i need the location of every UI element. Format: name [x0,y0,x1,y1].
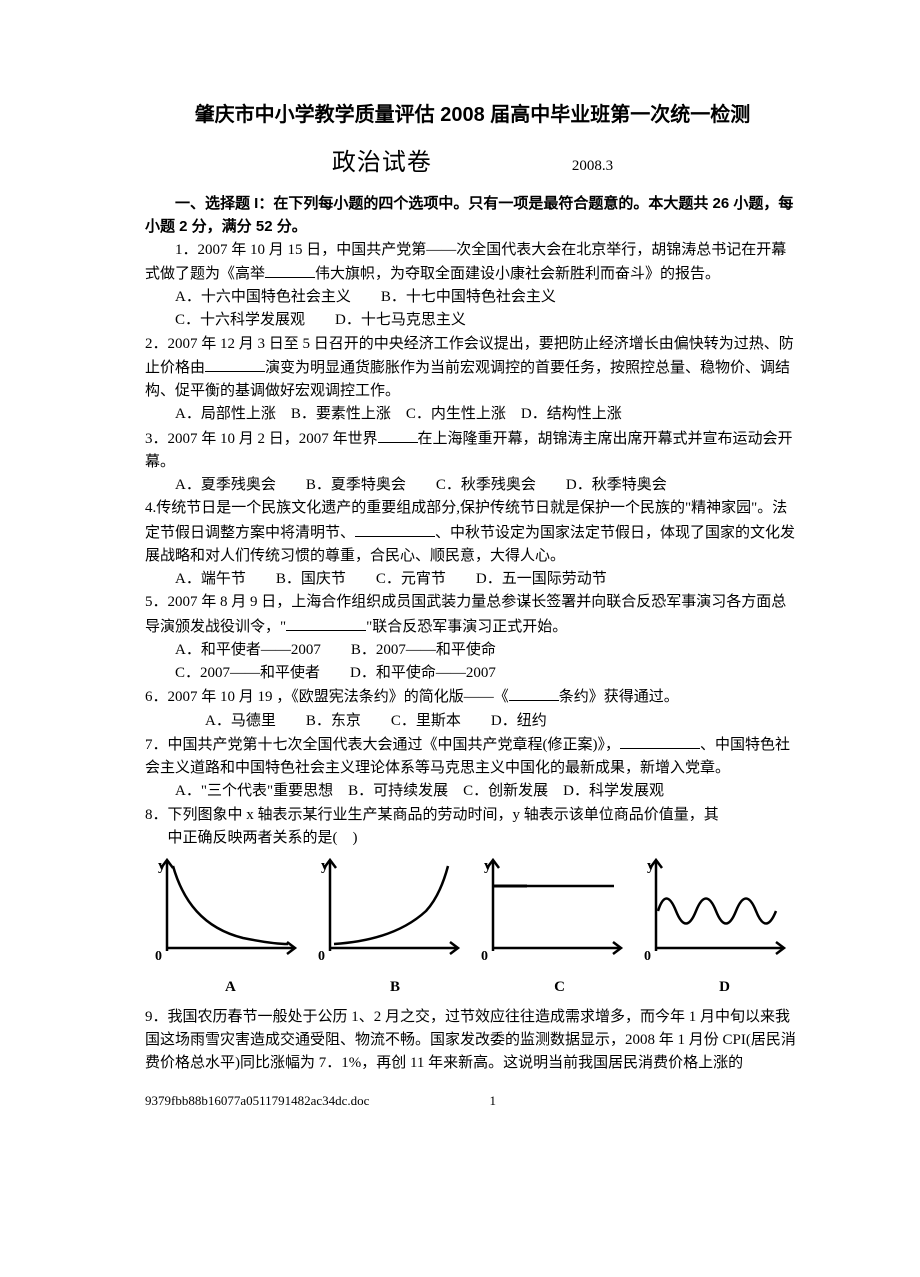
q3-opts: A．夏季残奥会 B．夏季特奥会 C．秋季残奥会 D．秋季特奥会 [145,474,800,497]
q1-text2: 伟大旗帜，为夺取全面建设小康社会新胜利而奋斗》的报告。 [315,266,720,282]
q7-optA: A．"三个代表"重要思想 [175,783,333,799]
q7-optC: C．创新发展 [463,783,548,799]
q6-opts: A．马德里 B．东京 C．里斯本 D．纽约 [145,710,800,733]
svg-text:0: 0 [155,949,162,964]
q2-blank [205,356,265,372]
q4-optC: C．元宵节 [376,571,446,587]
q8-stem-line2: 中正确反映两者关系的是( ) [145,827,800,850]
q1-opts-row1: A．十六中国特色社会主义 B．十七中国特色社会主义 [145,286,800,309]
q3-blank [378,427,418,443]
chart-A-svg: y 0 [153,856,303,966]
q1-opts-row2: C．十六科学发展观 D．十七马克思主义 [145,309,800,332]
q7-opts: A．"三个代表"重要思想 B．可持续发展 C．创新发展 D．科学发展观 [145,780,800,803]
q6-optC: C．里斯本 [391,713,461,729]
q6-text1: 6．2007 年 10 月 19 ，《欧盟宪法条约》的简化版——《 [145,689,509,705]
q3-optD: D．秋季特奥会 [566,477,667,493]
q5-opts-row2: C．2007——和平使者 D．和平使命——2007 [145,662,800,685]
q5-blank [286,615,366,631]
q1-optC: C．十六科学发展观 [175,312,305,328]
q5-optA: A．和平使者——2007 [175,642,321,658]
q4-stem: 4.传统节日是一个民族文化遗产的重要组成部分,保护传统节日就是保护一个民族的"精… [145,497,800,568]
q1-optD: D．十七马克思主义 [335,312,466,328]
q5-optD: D．和平使命——2007 [350,665,496,681]
footer-page: 1 [489,1093,496,1108]
q6-stem: 6．2007 年 10 月 19 ，《欧盟宪法条约》的简化版——《 条约》获得通过… [145,685,800,709]
q2-optD: D．结构性上涨 [521,406,622,422]
q4-optA: A．端午节 [175,571,246,587]
chart-label-A: A [225,976,236,999]
q6-optB: B．东京 [306,713,361,729]
q2-stem: 2．2007 年 12 月 3 日至 5 日召开的中央经济工作会议提出，要把防止… [145,333,800,404]
footer-filename: 9379fbb88b16077a0511791482ac34dc.doc [145,1093,369,1108]
q5-stem: 5．2007 年 8 月 9 日，上海合作组织成员国武装力量总参谋长签署并向联合… [145,591,800,639]
q5-optB: B．2007——和平使命 [351,642,496,658]
q3-optB: B．夏季特奥会 [306,477,406,493]
svg-text:0: 0 [644,949,651,964]
exam-page: 肇庆市中小学教学质量评估 2008 届高中毕业班第一次统一检测 政治试卷 200… [0,0,920,1142]
q4-opts: A．端午节 B．国庆节 C．元宵节 D．五一国际劳动节 [145,568,800,591]
q8-stem-line1: 8．下列图象中 x 轴表示某行业生产某商品的劳动时间，y 轴表示该单位商品价值量… [145,804,800,827]
q2-optA: A．局部性上涨 [175,406,276,422]
q9-stem: 9．我国农历春节一般处于公历 1、2 月之交，过节效应往往造成需求增多，而今年 … [145,1006,800,1076]
q3-optC: C．秋季残奥会 [436,477,536,493]
q5-text2: "联合反恐军事演习正式开始。 [366,619,567,635]
q5-opts-row1: A．和平使者——2007 B．2007——和平使命 [145,639,800,662]
svg-text:0: 0 [481,949,488,964]
q6-text2: 条约》获得通过。 [559,689,679,705]
exam-date: 2008.3 [572,155,613,178]
q7-optB: B．可持续发展 [348,783,448,799]
q1-optB: B．十七中国特色社会主义 [381,289,556,305]
q7-text1: 7．中国共产党第十七次全国代表大会通过《中国共产党章程(修正案)》， [145,737,620,753]
q1-blank [265,262,315,278]
q6-optD: D．纽约 [491,713,547,729]
q7-optD: D．科学发展观 [563,783,664,799]
subtitle-row: 政治试卷 2008.3 [145,145,800,182]
q8-chart-labels: A B C D [145,976,800,999]
chart-B: y 0 [316,856,466,974]
chart-C: y 0 [479,856,629,974]
q3-text1: 3．2007 年 10 月 2 日，2007 年世界 [145,431,378,447]
q7-stem: 7．中国共产党第十七次全国代表大会通过《中国共产党章程(修正案)》，、中国特色社… [145,733,800,781]
chart-D-svg: y 0 [642,856,792,966]
q7-blank [620,733,700,749]
chart-B-svg: y 0 [316,856,466,966]
q2-optB: B．要素性上涨 [291,406,391,422]
chart-label-D: D [719,976,730,999]
chart-C-svg: y 0 [479,856,629,966]
q1-optA: A．十六中国特色社会主义 [175,289,351,305]
q4-blank [355,521,435,537]
q4-optD: D．五一国际劳动节 [476,571,607,587]
q3-optA: A．夏季残奥会 [175,477,276,493]
q2-opts: A．局部性上涨 B．要素性上涨 C．内生性上涨 D．结构性上涨 [145,403,800,426]
q2-optC: C．内生性上涨 [406,406,506,422]
chart-label-B: B [390,976,400,999]
q1-stem: 1．2007 年 10 月 15 日，中国共产党第——次全国代表大会在北京举行，… [145,239,800,287]
section-1-header: 一、选择题 I：在下列每小题的四个选项中。只有一项是最符合题意的。本大题共 26… [145,192,800,239]
chart-label-C: C [554,976,565,999]
chart-D: y 0 [642,856,792,974]
subject-title: 政治试卷 [332,145,432,182]
q8-charts-row: y 0 y 0 y [145,856,800,974]
q3-stem: 3．2007 年 10 月 2 日，2007 年世界在上海隆重开幕，胡锦涛主席出… [145,427,800,475]
svg-text:0: 0 [318,949,325,964]
q6-blank [509,685,559,701]
page-footer: 9379fbb88b16077a0511791482ac34dc.doc 1 [145,1091,800,1111]
chart-A: y 0 [153,856,303,974]
q4-optB: B．国庆节 [276,571,346,587]
q6-optA: A．马德里 [205,713,276,729]
main-title: 肇庆市中小学教学质量评估 2008 届高中毕业班第一次统一检测 [145,100,800,131]
q5-optC: C．2007——和平使者 [175,665,320,681]
